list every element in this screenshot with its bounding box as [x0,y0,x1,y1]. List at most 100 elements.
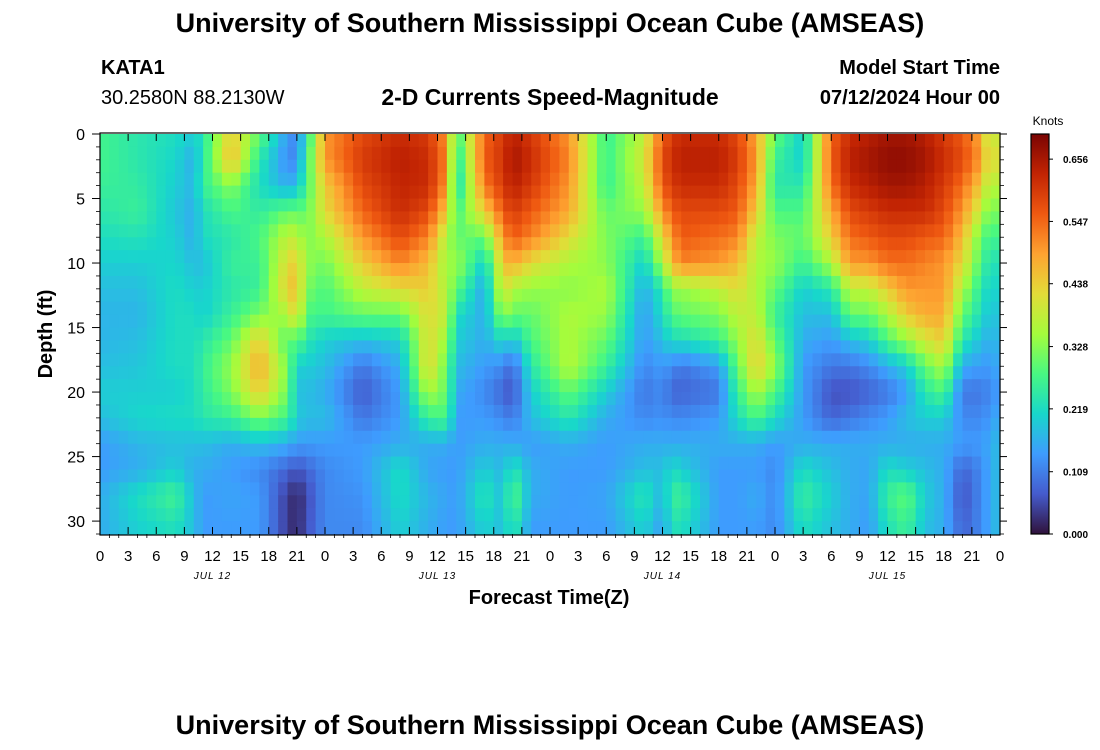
heatmap-cell [531,456,542,471]
heatmap-cell [625,340,635,354]
heatmap-cell [878,495,889,509]
heatmap-cell [690,353,701,367]
heatmap-cell [259,159,270,174]
heatmap-cell [250,456,260,471]
heatmap-cell [700,379,710,393]
heatmap-cell [559,508,570,522]
heatmap-cell [381,263,392,277]
heatmap-cell [765,134,776,148]
heatmap-cell [109,275,120,290]
heatmap-cell [128,430,139,445]
heatmap-cell [718,198,729,213]
heatmap-cell [315,237,326,251]
heatmap-cell [165,417,176,432]
heatmap-cell [484,327,495,342]
heatmap-cell [381,224,392,238]
heatmap-cell [850,508,860,522]
heatmap-cell [990,198,1001,213]
heatmap-cell [456,134,467,148]
heatmap-cell [193,224,204,238]
heatmap-cell [259,417,270,432]
heatmap-cell [681,521,692,535]
heatmap-cell [428,443,439,458]
heatmap-cell [746,443,757,458]
heatmap-cell [690,314,701,329]
heatmap-cell [671,159,682,174]
heatmap-cell [475,340,485,354]
heatmap-cell [428,159,439,174]
heatmap-cell [184,508,195,522]
heatmap-cell [400,250,410,264]
heatmap-cell [840,482,851,496]
heatmap-cell [428,430,439,445]
heatmap-cell [746,392,757,406]
heatmap-cell [221,211,232,225]
heatmap-cell [887,237,898,251]
heatmap-cell [390,146,401,161]
heatmap-cell [615,430,626,445]
heatmap-cell [971,327,982,342]
heatmap-cell [812,185,823,200]
heatmap-cell [137,301,148,316]
heatmap-cell [868,482,879,496]
heatmap-cell [381,482,392,496]
heatmap-cell [765,366,776,380]
heatmap-cell [128,443,139,458]
heatmap-cell [493,275,504,290]
heatmap-cell [831,379,842,393]
heatmap-cell [850,211,860,225]
heatmap-cell [587,417,598,432]
heatmap-cell [456,237,467,251]
heatmap-cell [550,146,560,161]
heatmap-cell [503,482,514,496]
heatmap-cell [437,495,448,509]
heatmap-cell [175,185,185,200]
heatmap-cell [568,314,579,329]
heatmap-cell [728,134,739,148]
heatmap-cell [840,301,851,316]
heatmap-cell [803,521,814,535]
heatmap-cell [615,443,626,458]
heatmap-cell [390,250,401,264]
heatmap-cell [296,211,307,225]
heatmap-cell [250,263,260,277]
heatmap-cell [184,521,195,535]
heatmap-cell [596,327,607,342]
heatmap-cell [653,340,664,354]
heatmap-cell [915,301,926,316]
heatmap-cell [212,404,223,419]
heatmap-cell [756,521,767,535]
heatmap-cell [334,185,345,200]
heatmap-cell [803,172,814,187]
heatmap-cell [953,353,964,367]
heatmap-cell [906,172,917,187]
heatmap-cell [934,134,945,148]
heatmap-cell [643,134,654,148]
heatmap-cell [718,379,729,393]
heatmap-cell [315,275,326,290]
heatmap-cell [268,392,279,406]
heatmap-cell [559,430,570,445]
heatmap-cell [671,172,682,187]
heatmap-cell [446,521,457,535]
heatmap-cell [484,159,495,174]
heatmap-cell [746,198,757,213]
heatmap-cell [137,185,148,200]
heatmap-cell [353,456,364,471]
heatmap-cell [128,172,139,187]
heatmap-cell [118,482,129,496]
heatmap-cell [634,134,645,148]
heatmap-cell [568,146,579,161]
heatmap-cell [446,185,457,200]
heatmap-cell [540,275,551,290]
heatmap-cell [737,198,748,213]
heatmap-cell [671,469,682,483]
heatmap-cell [643,508,654,522]
heatmap-cell [446,172,457,187]
heatmap-cell [840,327,851,342]
heatmap-cell [315,198,326,213]
heatmap-cell [765,185,776,200]
heatmap-cell [521,172,532,187]
heatmap-cell [428,404,439,419]
heatmap-cell [653,495,664,509]
